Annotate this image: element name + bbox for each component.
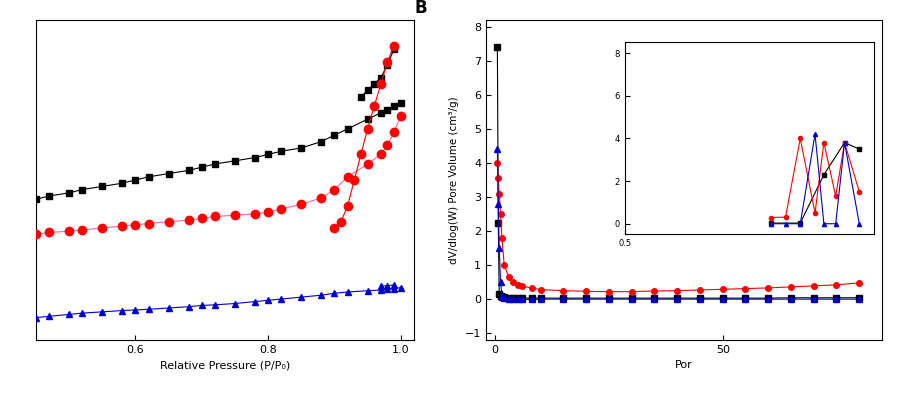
X-axis label: Relative Pressure (P/P₀): Relative Pressure (P/P₀) (160, 360, 290, 370)
X-axis label: Por: Por (675, 360, 693, 370)
Y-axis label: dV/dlog(W) Pore Volume (cm³/g): dV/dlog(W) Pore Volume (cm³/g) (449, 96, 459, 264)
Text: B: B (415, 0, 428, 17)
